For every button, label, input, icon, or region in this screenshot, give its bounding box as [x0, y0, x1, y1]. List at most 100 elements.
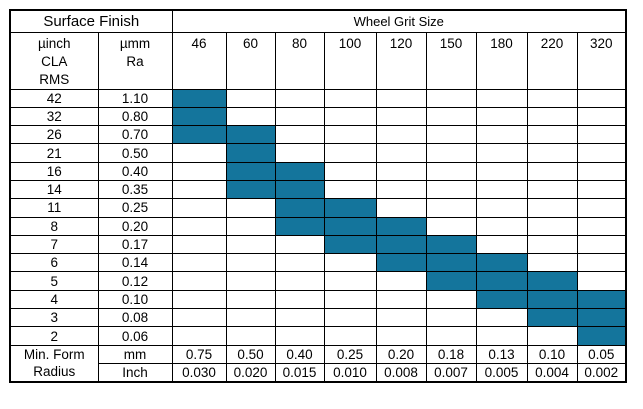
- surface-finish-header: Surface Finish: [9, 9, 173, 33]
- grit-range-cell: [526, 179, 578, 200]
- grit-range-cell: [526, 88, 578, 108]
- min-radius-inch-value: 0.030: [171, 362, 227, 383]
- grit-range-cell: [475, 234, 528, 255]
- grit-range-cell: [475, 326, 528, 346]
- grit-range-cell-46-filled: [171, 106, 227, 127]
- grit-range-cell-46-filled: [171, 125, 227, 145]
- umm-value: 0.08: [97, 308, 173, 328]
- umm-value: 0.20: [97, 216, 173, 236]
- grit-range-cell: [576, 88, 627, 108]
- grit-range-cell: [475, 88, 528, 108]
- uinch-value: 26: [9, 125, 99, 145]
- grit-range-cell: [171, 216, 227, 236]
- grit-size-header-80: 80: [274, 31, 325, 90]
- finish-row-32: 32 0.80: [9, 106, 627, 127]
- grit-size-header-180: 180: [475, 31, 528, 90]
- grit-range-cell-180-filled: [475, 271, 528, 291]
- grit-size-header-150: 150: [425, 31, 477, 90]
- grit-range-cell: [225, 326, 276, 346]
- grit-range-cell: [171, 234, 227, 255]
- grit-range-cell: [576, 216, 627, 236]
- column-header-row: µinch CLA RMS µmm Ra 46 60 80 100 120 150 180 2…: [9, 31, 627, 90]
- grit-range-cell-180-filled: [475, 289, 528, 310]
- min-radius-mm-value: 0.75: [171, 344, 227, 364]
- umm-value: 0.10: [97, 289, 173, 310]
- grit-range-cell: [323, 271, 377, 291]
- grit-range-cell: [425, 106, 477, 127]
- grit-range-cell: [274, 289, 325, 310]
- umm-value: 0.35: [97, 179, 173, 200]
- grit-range-cell-100-filled: [323, 216, 377, 236]
- umm-value: 0.40: [97, 161, 173, 181]
- grit-size-header-46: 46: [171, 31, 227, 90]
- grit-range-cell: [171, 179, 227, 200]
- grit-range-cell: [225, 106, 276, 127]
- grit-range-cell: [274, 308, 325, 328]
- min-radius-mm-value: 0.20: [375, 344, 427, 364]
- min-radius-mm-value: 0.50: [225, 344, 276, 364]
- grit-range-cell: [225, 308, 276, 328]
- grit-range-cell: [171, 271, 227, 291]
- grit-range-cell: [375, 179, 427, 200]
- min-radius-inch-value: 0.005: [475, 362, 528, 383]
- grit-range-cell: [425, 161, 477, 181]
- min-radius-inch-value: 0.004: [526, 362, 578, 383]
- umm-value: 0.80: [97, 106, 173, 127]
- grit-range-cell: [225, 253, 276, 273]
- grit-range-cell-80-filled: [274, 179, 325, 200]
- grit-range-cell: [425, 198, 477, 218]
- grit-range-cell: [425, 88, 477, 108]
- grit-range-cell-80-filled: [274, 161, 325, 181]
- finish-row-42: 42 1.10: [9, 88, 627, 108]
- grit-size-header-220: 220: [526, 31, 578, 90]
- grit-size-header-120: 120: [375, 31, 427, 90]
- min-radius-inch-value: 0.010: [323, 362, 377, 383]
- uinch-value: 4: [9, 289, 99, 310]
- grit-range-cell-80-filled: [274, 216, 325, 236]
- umm-value: 0.25: [97, 198, 173, 218]
- title-row: Surface Finish Wheel Grit Size: [9, 9, 627, 33]
- grit-range-cell: [375, 271, 427, 291]
- min-radius-mm-value: 0.10: [526, 344, 578, 364]
- grit-range-cell: [375, 125, 427, 145]
- finish-row-2: 2 0.06: [9, 326, 627, 346]
- grit-range-cell: [274, 88, 325, 108]
- grit-range-cell-220-filled: [526, 271, 578, 291]
- grit-range-cell: [375, 326, 427, 346]
- finish-row-21: 21 0.50: [9, 143, 627, 163]
- grit-range-cell: [425, 143, 477, 163]
- grit-range-cell-180-filled: [475, 253, 528, 273]
- min-radius-mm-value: 0.18: [425, 344, 477, 364]
- grit-range-cell-60-filled: [225, 125, 276, 145]
- grit-range-cell: [375, 143, 427, 163]
- finish-row-8: 8 0.20: [9, 216, 627, 236]
- grit-range-cell: [475, 179, 528, 200]
- grit-range-cell: [526, 326, 578, 346]
- min-radius-mm-value: 0.25: [323, 344, 377, 364]
- grit-range-cell: [225, 289, 276, 310]
- grit-range-cell: [274, 106, 325, 127]
- wheel-grit-size-header: Wheel Grit Size: [171, 9, 627, 33]
- grit-range-cell: [375, 106, 427, 127]
- grit-range-cell: [576, 143, 627, 163]
- grit-range-cell: [171, 143, 227, 163]
- uinch-value: 6: [9, 253, 99, 273]
- grit-range-cell-150-filled: [425, 253, 477, 273]
- grit-range-cell: [323, 308, 377, 328]
- umm-value: 1.10: [97, 88, 173, 108]
- uinch-value: 5: [9, 271, 99, 291]
- grit-range-cell-100-filled: [323, 198, 377, 218]
- finish-row-14: 14 0.35: [9, 179, 627, 200]
- grit-range-cell: [475, 106, 528, 127]
- min-form-radius-label: Min. Form Radius: [9, 344, 99, 383]
- grit-range-cell: [526, 253, 578, 273]
- grit-range-cell: [171, 198, 227, 218]
- grit-range-cell: [375, 88, 427, 108]
- grit-range-cell: [171, 253, 227, 273]
- min-radius-inch-value: 0.015: [274, 362, 325, 383]
- grit-range-cell-150-filled: [425, 271, 477, 291]
- grit-range-cell-100-filled: [323, 234, 377, 255]
- grit-range-cell: [225, 88, 276, 108]
- grit-range-cell-120-filled: [375, 253, 427, 273]
- grit-size-header-320: 320: [576, 31, 627, 90]
